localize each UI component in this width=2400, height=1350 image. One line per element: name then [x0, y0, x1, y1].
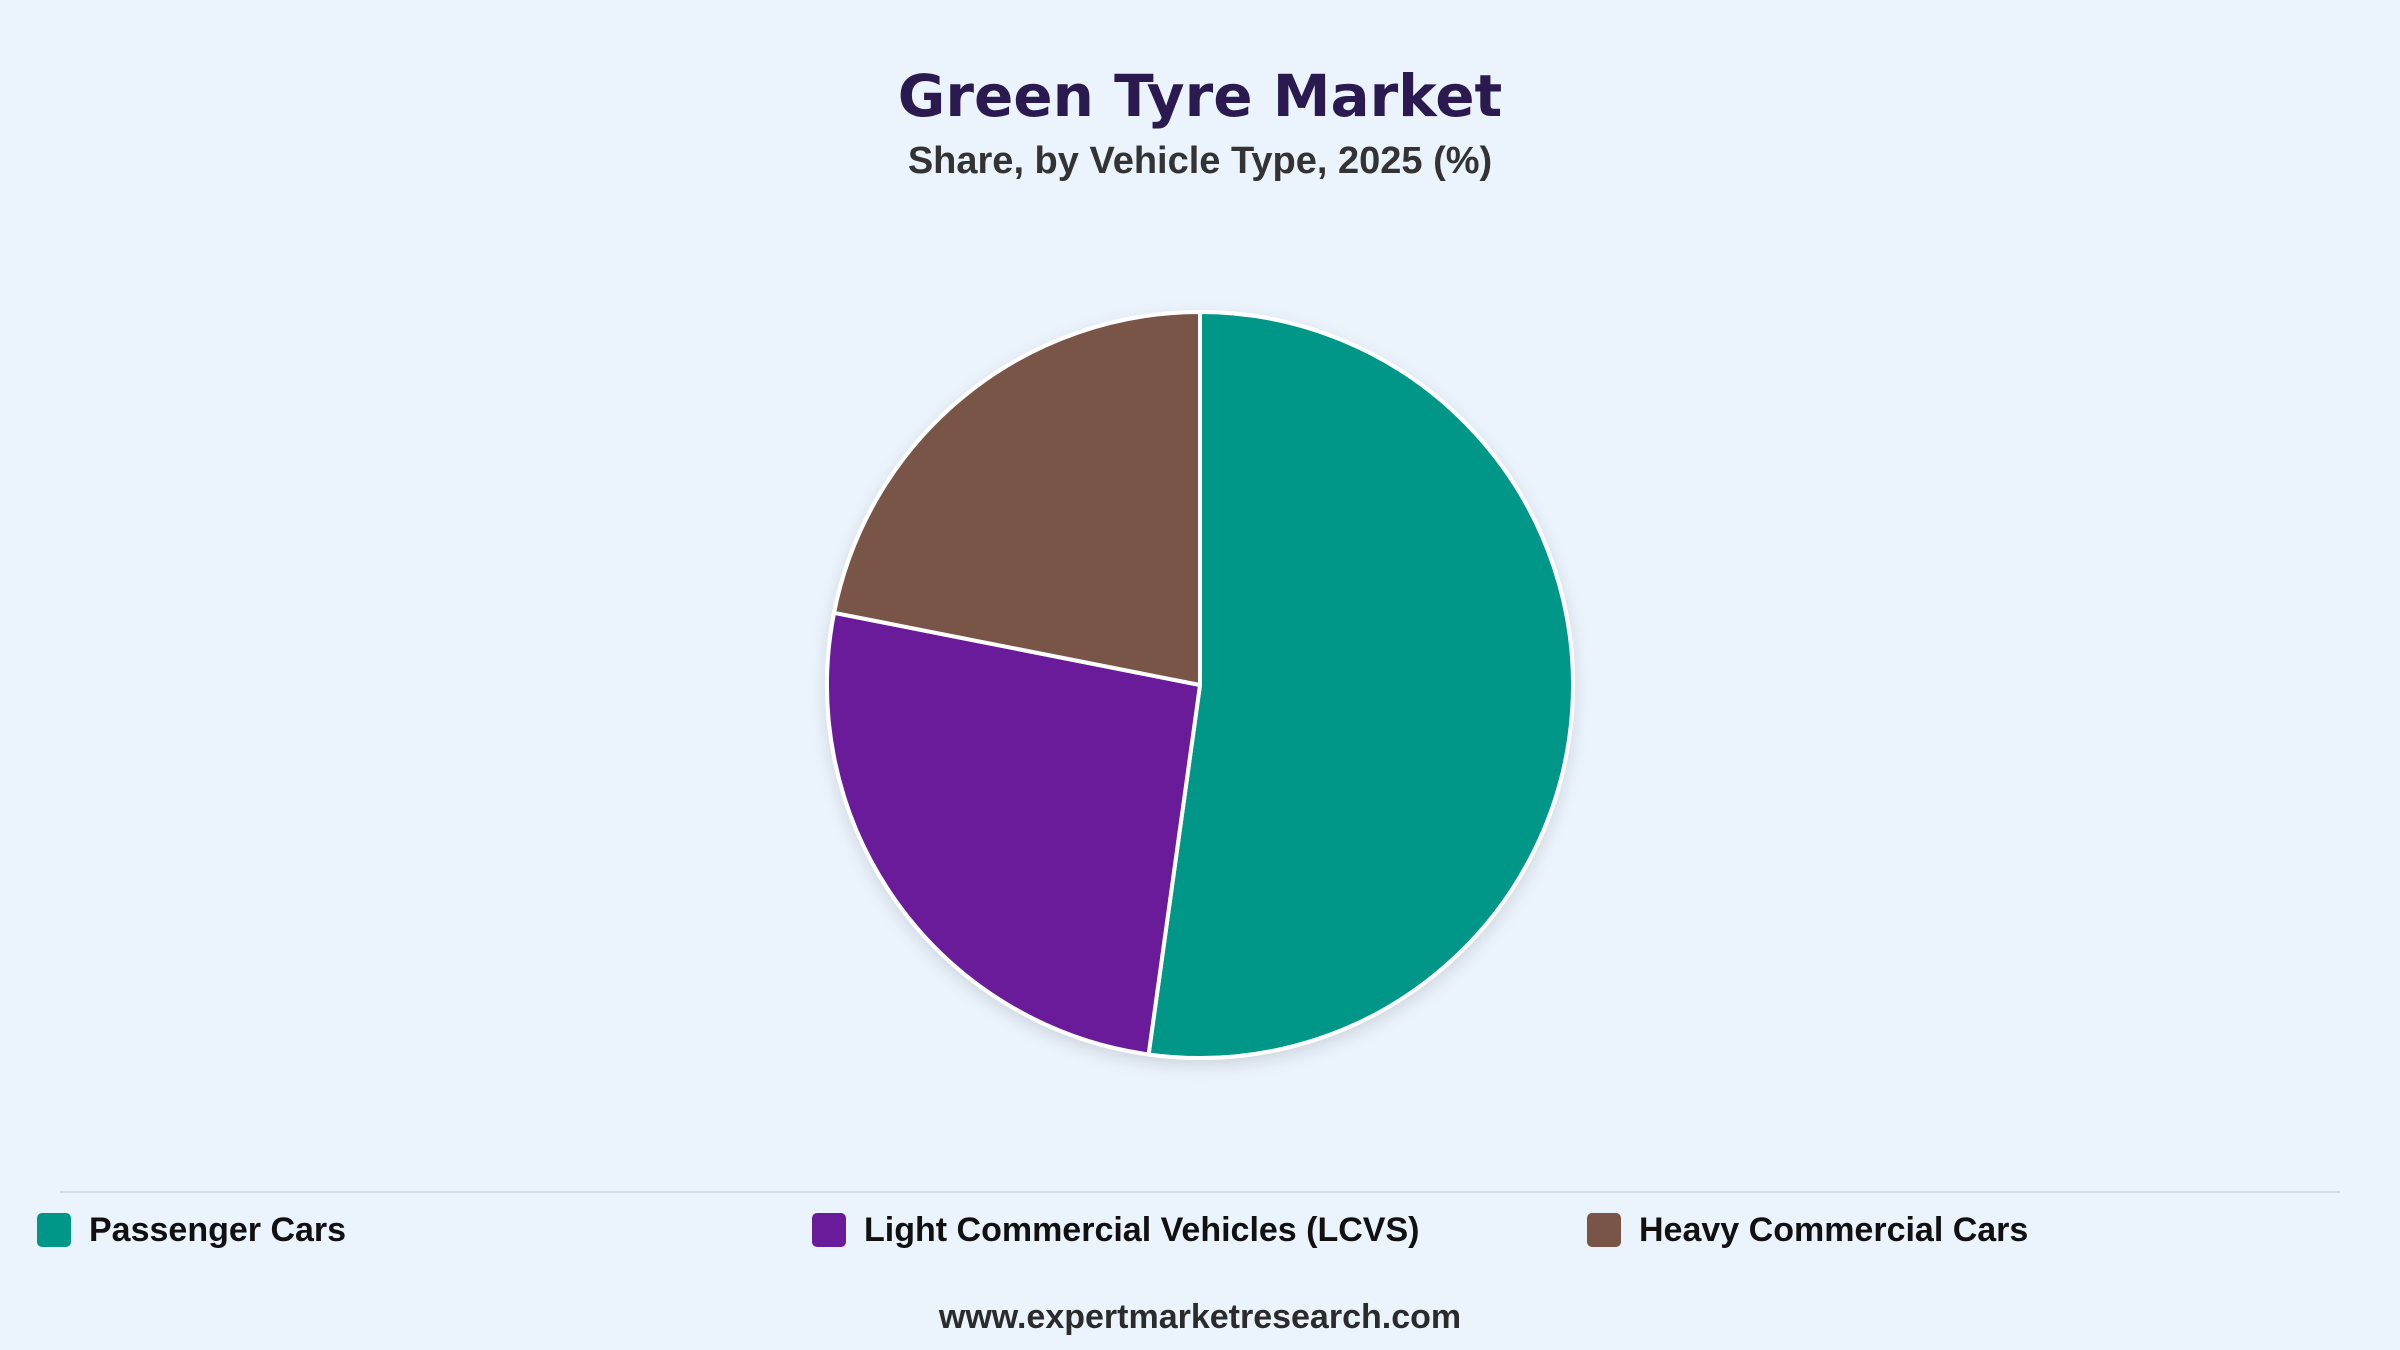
source-url: www.expertmarketresearch.com — [938, 1298, 1462, 1336]
pie-slice-passenger-cars[interactable] — [1146, 310, 1576, 1060]
legend-divider — [60, 1191, 2340, 1193]
pie-slice-heavy-commercial-cars[interactable] — [832, 310, 1202, 687]
legend-swatch-lcvs — [812, 1213, 846, 1247]
chart-subtitle: Share, by Vehicle Type, 2025 (%) — [907, 140, 1493, 182]
legend-item-heavy-commercial-cars[interactable]: Heavy Commercial Cars — [1587, 1210, 2028, 1250]
legend-label-passenger-cars: Passenger Cars — [89, 1210, 347, 1249]
legend-item-passenger-cars[interactable]: Passenger Cars — [37, 1210, 346, 1250]
pie-slices — [825, 310, 1576, 1060]
legend-swatch-heavy-commercial-cars — [1587, 1213, 1621, 1247]
pie-slice-lcvs[interactable] — [825, 610, 1202, 1057]
pie-chart — [825, 310, 1576, 1060]
legend-label-heavy-commercial-cars: Heavy Commercial Cars — [1639, 1210, 2029, 1249]
legend-label-lcvs: Light Commercial Vehicles (LCVS) — [864, 1210, 1420, 1249]
legend-item-lcvs[interactable]: Light Commercial Vehicles (LCVS) — [812, 1210, 1419, 1250]
legend-swatch-passenger-cars — [37, 1213, 71, 1247]
chart-title: Green Tyre Market — [897, 62, 1503, 130]
